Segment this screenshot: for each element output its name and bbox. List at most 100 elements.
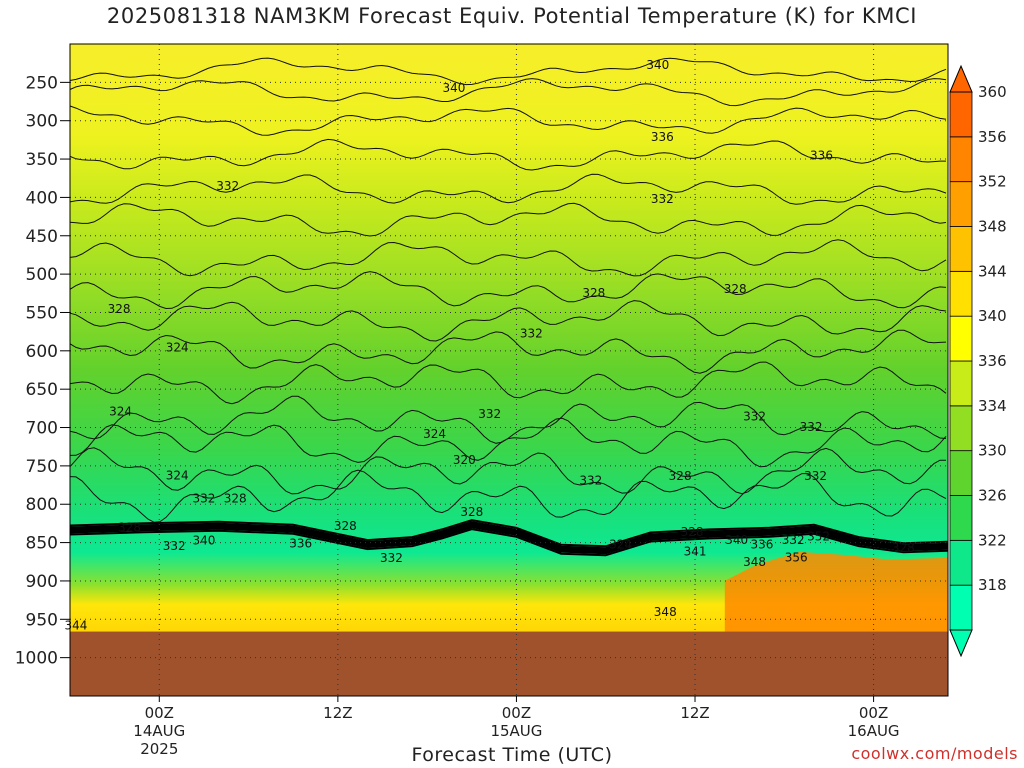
- contour-label: 328: [892, 541, 915, 555]
- contour-label: 328: [669, 469, 692, 483]
- contour-label: 332: [163, 539, 186, 553]
- x-tick-date: 14AUG: [133, 722, 185, 740]
- contour-label: 328: [681, 525, 704, 539]
- y-tick-label: 900: [26, 572, 58, 592]
- contour-label: 332: [216, 179, 239, 193]
- colorbar-label: 360: [978, 83, 1007, 101]
- contour-line: [69, 329, 947, 374]
- credit-text: coolwx.com/models: [851, 744, 1018, 763]
- chart-title: 2025081318 NAM3KM Forecast Equiv. Potent…: [106, 4, 918, 28]
- colorbar-segment: [949, 181, 973, 227]
- contour-line: [69, 239, 947, 277]
- x-tick-date: 16AUG: [848, 722, 900, 740]
- x-axis-title: Forecast Time (UTC): [411, 744, 613, 766]
- contour-label: 332: [651, 192, 674, 206]
- y-tick-label: 950: [26, 610, 58, 630]
- contour-label: 344: [64, 619, 87, 633]
- contour-label: 328: [224, 491, 247, 505]
- contour-label: 336: [810, 148, 833, 162]
- x-tick-label: 00Z: [145, 704, 174, 722]
- colorbar-label: 330: [978, 442, 1007, 460]
- colorbar-label: 356: [978, 128, 1007, 146]
- contour-label: 348: [743, 555, 766, 569]
- contour-label: 340: [725, 533, 748, 547]
- colorbar: 318 322 326 330 334 336 340 344 348 352 356 360: [949, 64, 1007, 658]
- colorbar-top-arrow: [949, 64, 973, 93]
- contour-label: 332: [478, 407, 501, 421]
- y-tick-label: 450: [26, 227, 58, 247]
- plot-frame: [69, 43, 949, 697]
- contour-label: 324: [109, 405, 132, 419]
- contour-line: [69, 173, 947, 205]
- inversion-line: [69, 519, 949, 548]
- y-tick-label: 700: [26, 419, 58, 439]
- colorbar-segment: [949, 539, 973, 586]
- contour-line: [69, 469, 947, 523]
- colorbar-label: 336: [978, 352, 1007, 370]
- contour-label: 340: [646, 58, 669, 72]
- contour-label: 328: [334, 519, 357, 533]
- contour-label: 328: [118, 521, 141, 535]
- y-tick-label: 550: [26, 303, 58, 323]
- colorbar-segment: [949, 495, 973, 541]
- y-tick-label: 350: [26, 150, 58, 170]
- y-tick-label: 600: [26, 342, 58, 362]
- inversion-line: [69, 528, 949, 557]
- contour-label: 340: [192, 534, 215, 548]
- contour-label: 332: [800, 420, 823, 434]
- colorbar-label: 318: [978, 576, 1007, 594]
- colorbar-label: 348: [978, 218, 1007, 236]
- contour-label: 332: [380, 551, 403, 565]
- contour-label: 332: [579, 474, 602, 488]
- y-tick-label: 500: [26, 265, 58, 285]
- contour-line: [69, 105, 947, 136]
- colorbar-label: 326: [978, 487, 1007, 505]
- inversion-band: [69, 519, 949, 557]
- ground-below-surface: [70, 631, 948, 696]
- colorbar-segment: [949, 584, 973, 631]
- contour-label: 341: [684, 544, 707, 558]
- contour-line: [69, 202, 947, 237]
- contour-line: [69, 57, 947, 86]
- colorbar-label: 322: [978, 531, 1007, 549]
- contour-label: 324: [166, 340, 189, 354]
- colorbar-bottom-arrow: [949, 629, 973, 658]
- contour-label: 332: [192, 491, 215, 505]
- contour-label: 332: [782, 533, 805, 547]
- contour-label: 332: [804, 469, 827, 483]
- contour-label: 336: [751, 537, 774, 551]
- x-tick-label: 12Z: [323, 704, 352, 722]
- contour-label: 328: [460, 505, 483, 519]
- y-tick-label: 750: [26, 457, 58, 477]
- colorbar-label: 334: [978, 397, 1007, 415]
- contour-label: 324: [166, 468, 189, 482]
- contour-line: [69, 447, 946, 495]
- contour-label: 356: [785, 550, 808, 564]
- warm-lower-region: [724, 551, 948, 632]
- contour-lines: [69, 57, 947, 523]
- x-tick-date: 15AUG: [490, 722, 542, 740]
- colorbar-segment: [949, 315, 973, 362]
- grid-lines: [70, 44, 948, 696]
- contour-line: [69, 300, 947, 342]
- colorbar-segment: [949, 226, 973, 272]
- x-tick-label: 12Z: [680, 704, 709, 722]
- colorbar-segment: [949, 360, 973, 407]
- contour-label: 352: [807, 530, 830, 544]
- y-axis: 250 300 350 400 450 500 550 600 650 700 750 800 850 9…: [15, 73, 70, 669]
- contour-label: 324: [609, 537, 632, 551]
- colorbar-segment: [949, 91, 973, 138]
- contour-label: 328: [108, 302, 131, 316]
- y-tick-label: 800: [26, 495, 58, 515]
- y-tick-label: 850: [26, 534, 58, 554]
- colorbar-label: 344: [978, 262, 1007, 280]
- colorbar-label: 352: [978, 173, 1007, 191]
- colorbar-segment: [949, 270, 973, 317]
- colorbar-segment: [949, 405, 973, 452]
- contour-label: 328: [724, 282, 747, 296]
- contour-line: [69, 361, 947, 405]
